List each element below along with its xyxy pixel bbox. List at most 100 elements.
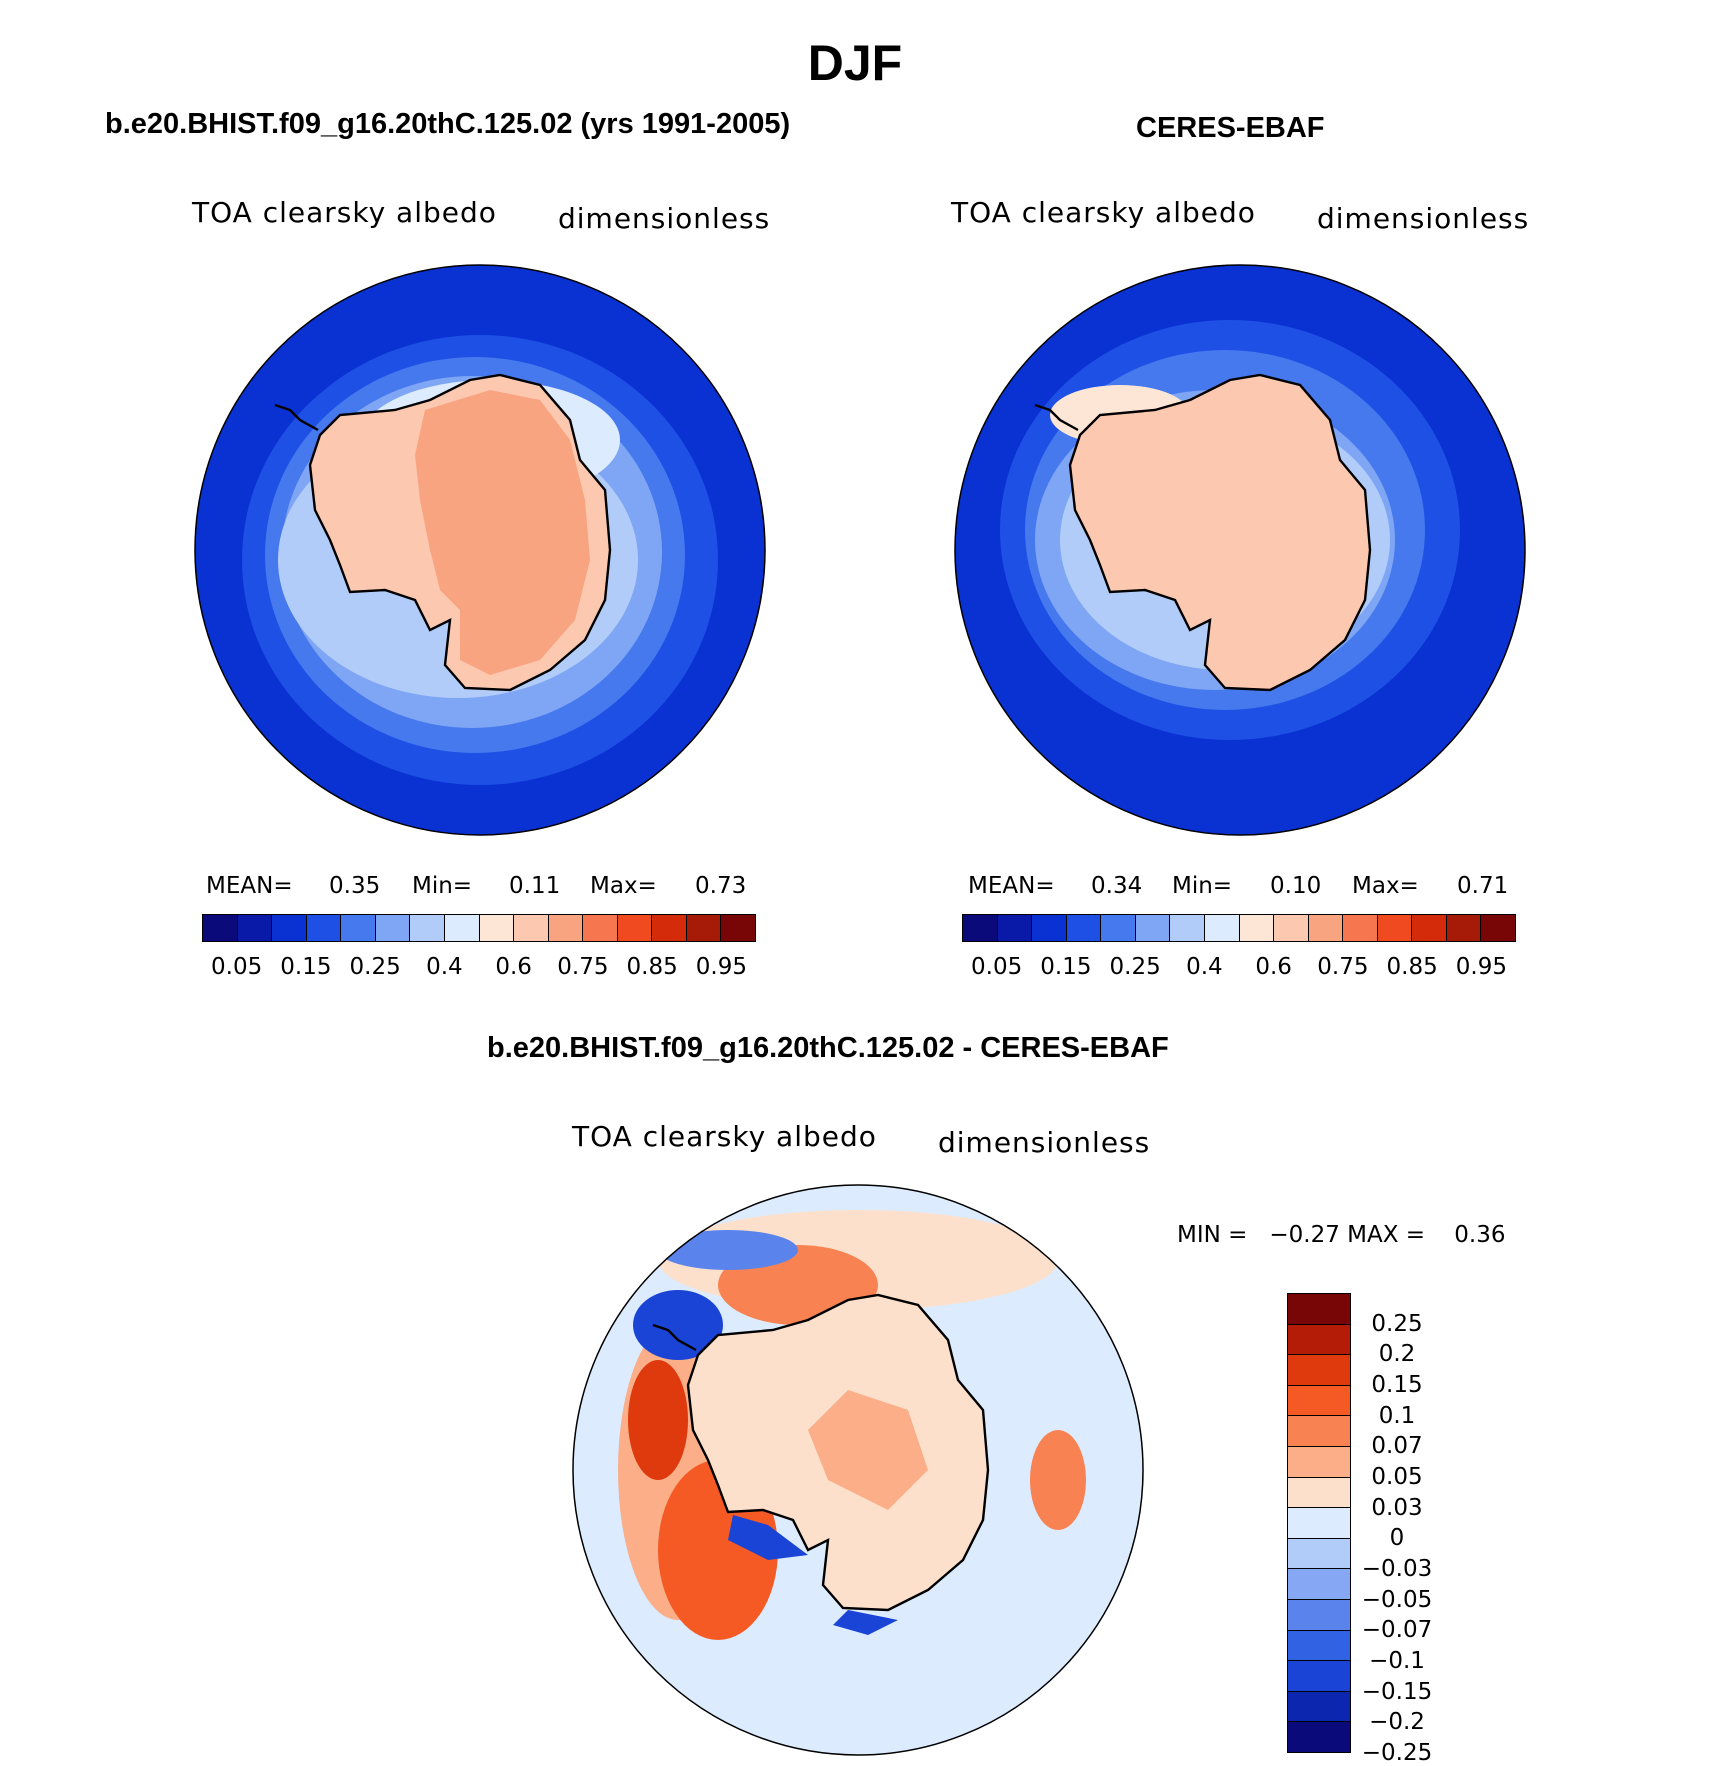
- diff-panel-title: b.e20.BHIST.f09_g16.20thC.125.02 - CERES…: [487, 1032, 1169, 1064]
- obs-mean-label: MEAN=: [968, 873, 1055, 899]
- diff-colorbar-tick-label: −0.2: [1369, 1709, 1425, 1736]
- model-colorbar-tick-label: 0.75: [557, 954, 609, 980]
- model-map-boundary: [194, 264, 766, 836]
- model-colorbar-swatch: [237, 915, 273, 941]
- obs-colorbar-swatch: [1412, 915, 1447, 941]
- diff-colorbar-tick-label: −0.05: [1361, 1586, 1433, 1613]
- model-colorbar-swatch: [306, 915, 342, 941]
- obs-max-value: 0.71: [1457, 873, 1509, 899]
- model-coastline: [308, 373, 612, 692]
- diff-colorbar-tick-label: 0.05: [1371, 1464, 1423, 1490]
- model-panel-title: b.e20.BHIST.f09_g16.20thC.125.02 (yrs 19…: [105, 108, 791, 140]
- diff-coast-negative-se: [833, 1610, 898, 1635]
- model-max-label: Max=: [590, 873, 657, 899]
- model-min-label: Min=: [412, 873, 473, 899]
- diff-colorbar-tick-label: 0.15: [1371, 1372, 1423, 1398]
- model-colorbar-swatch: [583, 915, 618, 941]
- model-units-label: dimensionless: [558, 202, 771, 235]
- model-min-value: 0.11: [509, 873, 561, 899]
- diff-colorbar-swatch: [1288, 1324, 1350, 1356]
- figure-title: DJF: [807, 35, 903, 91]
- obs-antarctica-field: [1070, 375, 1370, 690]
- model-colorbar-tick-label: 0.6: [495, 954, 532, 980]
- diff-colorbar-swatch: [1288, 1477, 1350, 1509]
- model-colorbar-swatch: [686, 915, 722, 941]
- obs-colorbar-tick-label: 0.6: [1255, 954, 1292, 980]
- diff-colorbar-swatch: [1288, 1508, 1350, 1539]
- diff-colorbar-tick-label: −0.07: [1361, 1617, 1433, 1644]
- model-colorbar-swatch: [203, 915, 238, 941]
- obs-colorbar-swatch: [1032, 915, 1067, 941]
- obs-colorbar-tick-label: 0.25: [1109, 954, 1161, 980]
- diff-min-max-stats: MIN = −0.27 MAX = 0.36: [1177, 1222, 1506, 1248]
- model-colorbar-swatch: [444, 915, 480, 941]
- diff-variable-label: TOA clearsky albedo: [572, 1120, 877, 1153]
- diff-peninsula-coast: [652, 1323, 697, 1352]
- diff-colorbar-swatch: [1288, 1599, 1350, 1631]
- model-peninsula-coast: [274, 403, 319, 432]
- obs-colorbar-tick-label: 0.05: [971, 954, 1023, 980]
- model-variable-label: TOA clearsky albedo: [192, 196, 497, 229]
- model-colorbar-tick-label: 0.95: [695, 954, 747, 980]
- diff-colorbar-tick-label: 0.03: [1371, 1494, 1423, 1521]
- diff-colorbar-tick-label: 0.1: [1378, 1402, 1416, 1429]
- obs-panel-title: CERES-EBAF: [1136, 112, 1325, 144]
- model-polar-map: [194, 264, 766, 836]
- diff-colorbar-tick-label: 0.07: [1371, 1433, 1423, 1460]
- diff-coastline: [686, 1293, 990, 1612]
- obs-colorbar-swatch: [963, 915, 998, 941]
- model-colorbar-swatch: [375, 915, 411, 941]
- diff-negative-band-n: [658, 1230, 798, 1270]
- obs-mean-value: 0.34: [1091, 873, 1143, 899]
- obs-colorbar-tick-label: 0.85: [1386, 954, 1438, 980]
- model-colorbar-swatch: [721, 915, 755, 941]
- model-colorbar-swatch: [652, 915, 687, 941]
- obs-colorbar-swatch: [1170, 915, 1205, 941]
- obs-colorbar-swatch: [1239, 915, 1275, 941]
- diff-units-label: dimensionless: [938, 1126, 1151, 1159]
- model-colorbar-swatch: [410, 915, 445, 941]
- obs-map-boundary: [954, 264, 1526, 836]
- diff-colorbar-swatch: [1288, 1538, 1350, 1570]
- model-mean-value: 0.35: [329, 873, 381, 899]
- obs-polar-map: [954, 264, 1526, 836]
- obs-colorbar-swatch: [1377, 915, 1413, 941]
- model-colorbar: [202, 914, 756, 942]
- obs-colorbar-swatch: [1446, 915, 1482, 941]
- diff-colorbar-tick-label: −0.15: [1361, 1678, 1433, 1705]
- obs-colorbar-swatch: [1101, 915, 1136, 941]
- diff-colorbar-tick-label: 0: [1389, 1525, 1405, 1552]
- model-colorbar-swatch: [479, 915, 515, 941]
- obs-units-label: dimensionless: [1317, 202, 1530, 235]
- model-plateau-field: [415, 390, 590, 675]
- model-colorbar-tick-label: 0.85: [626, 954, 678, 980]
- diff-interior-positive: [808, 1390, 928, 1510]
- obs-peninsula-coast: [1034, 403, 1079, 432]
- model-max-value: 0.73: [695, 873, 747, 899]
- obs-coastline: [1068, 373, 1372, 692]
- obs-colorbar-swatch: [1274, 915, 1309, 941]
- obs-variable-label: TOA clearsky albedo: [951, 196, 1256, 229]
- model-colorbar-swatch: [548, 915, 584, 941]
- model-colorbar-tick-label: 0.4: [426, 954, 463, 980]
- diff-colorbar-swatch: [1288, 1691, 1350, 1723]
- model-colorbar-swatch: [272, 915, 307, 941]
- diff-colorbar-tick-label: −0.1: [1369, 1648, 1425, 1674]
- diff-colorbar-swatch: [1288, 1569, 1350, 1600]
- obs-min-label: Min=: [1172, 873, 1233, 899]
- diff-colorbar-swatch: [1288, 1355, 1350, 1386]
- diff-colorbar-swatch: [1288, 1446, 1350, 1478]
- diff-east-positive: [1030, 1430, 1086, 1530]
- obs-colorbar-swatch: [1204, 915, 1240, 941]
- model-colorbar-swatch: [514, 915, 549, 941]
- obs-colorbar-swatch: [1481, 915, 1515, 941]
- diff-colorbar-tick-label: −0.25: [1361, 1740, 1433, 1766]
- diff-colorbar-swatch: [1288, 1661, 1350, 1692]
- obs-colorbar-tick-label: 0.4: [1186, 954, 1223, 980]
- obs-colorbar-swatch: [997, 915, 1033, 941]
- obs-colorbar-swatch: [1343, 915, 1378, 941]
- diff-colorbar-tick-label: 0.2: [1378, 1341, 1416, 1368]
- diff-colorbar-swatch: [1288, 1385, 1350, 1417]
- diff-polar-map: [572, 1184, 1144, 1756]
- diff-colorbar: [1287, 1293, 1351, 1753]
